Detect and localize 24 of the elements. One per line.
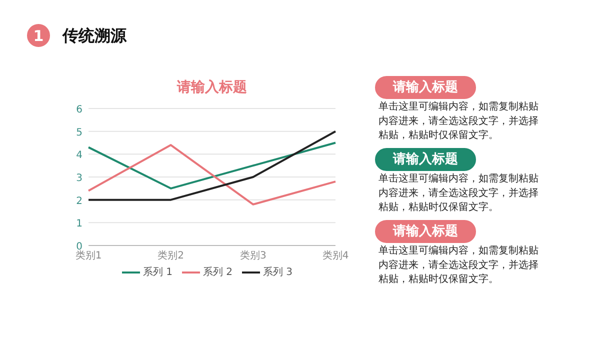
text: 传统溯源 bbox=[62, 26, 128, 45]
x-tick-label: 类别1 bbox=[75, 250, 102, 262]
y-tick-label: 4 bbox=[76, 150, 83, 162]
y-tick-label: 3 bbox=[76, 173, 83, 184]
legend-label: 系列 2 bbox=[203, 266, 233, 278]
text: 请输入标题 bbox=[392, 223, 458, 239]
line-series bbox=[88, 144, 336, 206]
y-tick-label: 5 bbox=[76, 127, 83, 138]
x-tick-label: 类别3 bbox=[240, 250, 266, 262]
chart-title: 请输入标题 bbox=[176, 80, 247, 96]
text: 单击这里可编辑内容，如需复制粘贴内容进来，请全选这段文字，并选择粘贴，粘贴时仅保留文字。 bbox=[378, 172, 538, 214]
text: 单击这里可编辑内容，如需复制粘贴内容进来，请全选这段文字，并选择粘贴，粘贴时仅保留文字。 bbox=[378, 100, 538, 142]
y-tick-label: 2 bbox=[76, 196, 83, 207]
line-series bbox=[88, 142, 336, 190]
text: 请输入标题 bbox=[392, 151, 458, 167]
text: 请输入标题 bbox=[392, 79, 458, 95]
text: 单击这里可编辑内容，如需复制粘贴内容进来，请全选这段文字，并选择粘贴，粘贴时仅保留文字。 bbox=[378, 244, 538, 286]
legend-label: 系列 1 bbox=[143, 266, 173, 278]
y-tick-label: 6 bbox=[76, 104, 83, 116]
x-tick-label: 类别2 bbox=[158, 250, 184, 262]
y-tick-label: 1 bbox=[76, 218, 83, 230]
x-tick-label: 类别4 bbox=[322, 250, 349, 262]
legend-label: 系列 3 bbox=[263, 266, 293, 278]
text: 1 bbox=[33, 27, 44, 45]
